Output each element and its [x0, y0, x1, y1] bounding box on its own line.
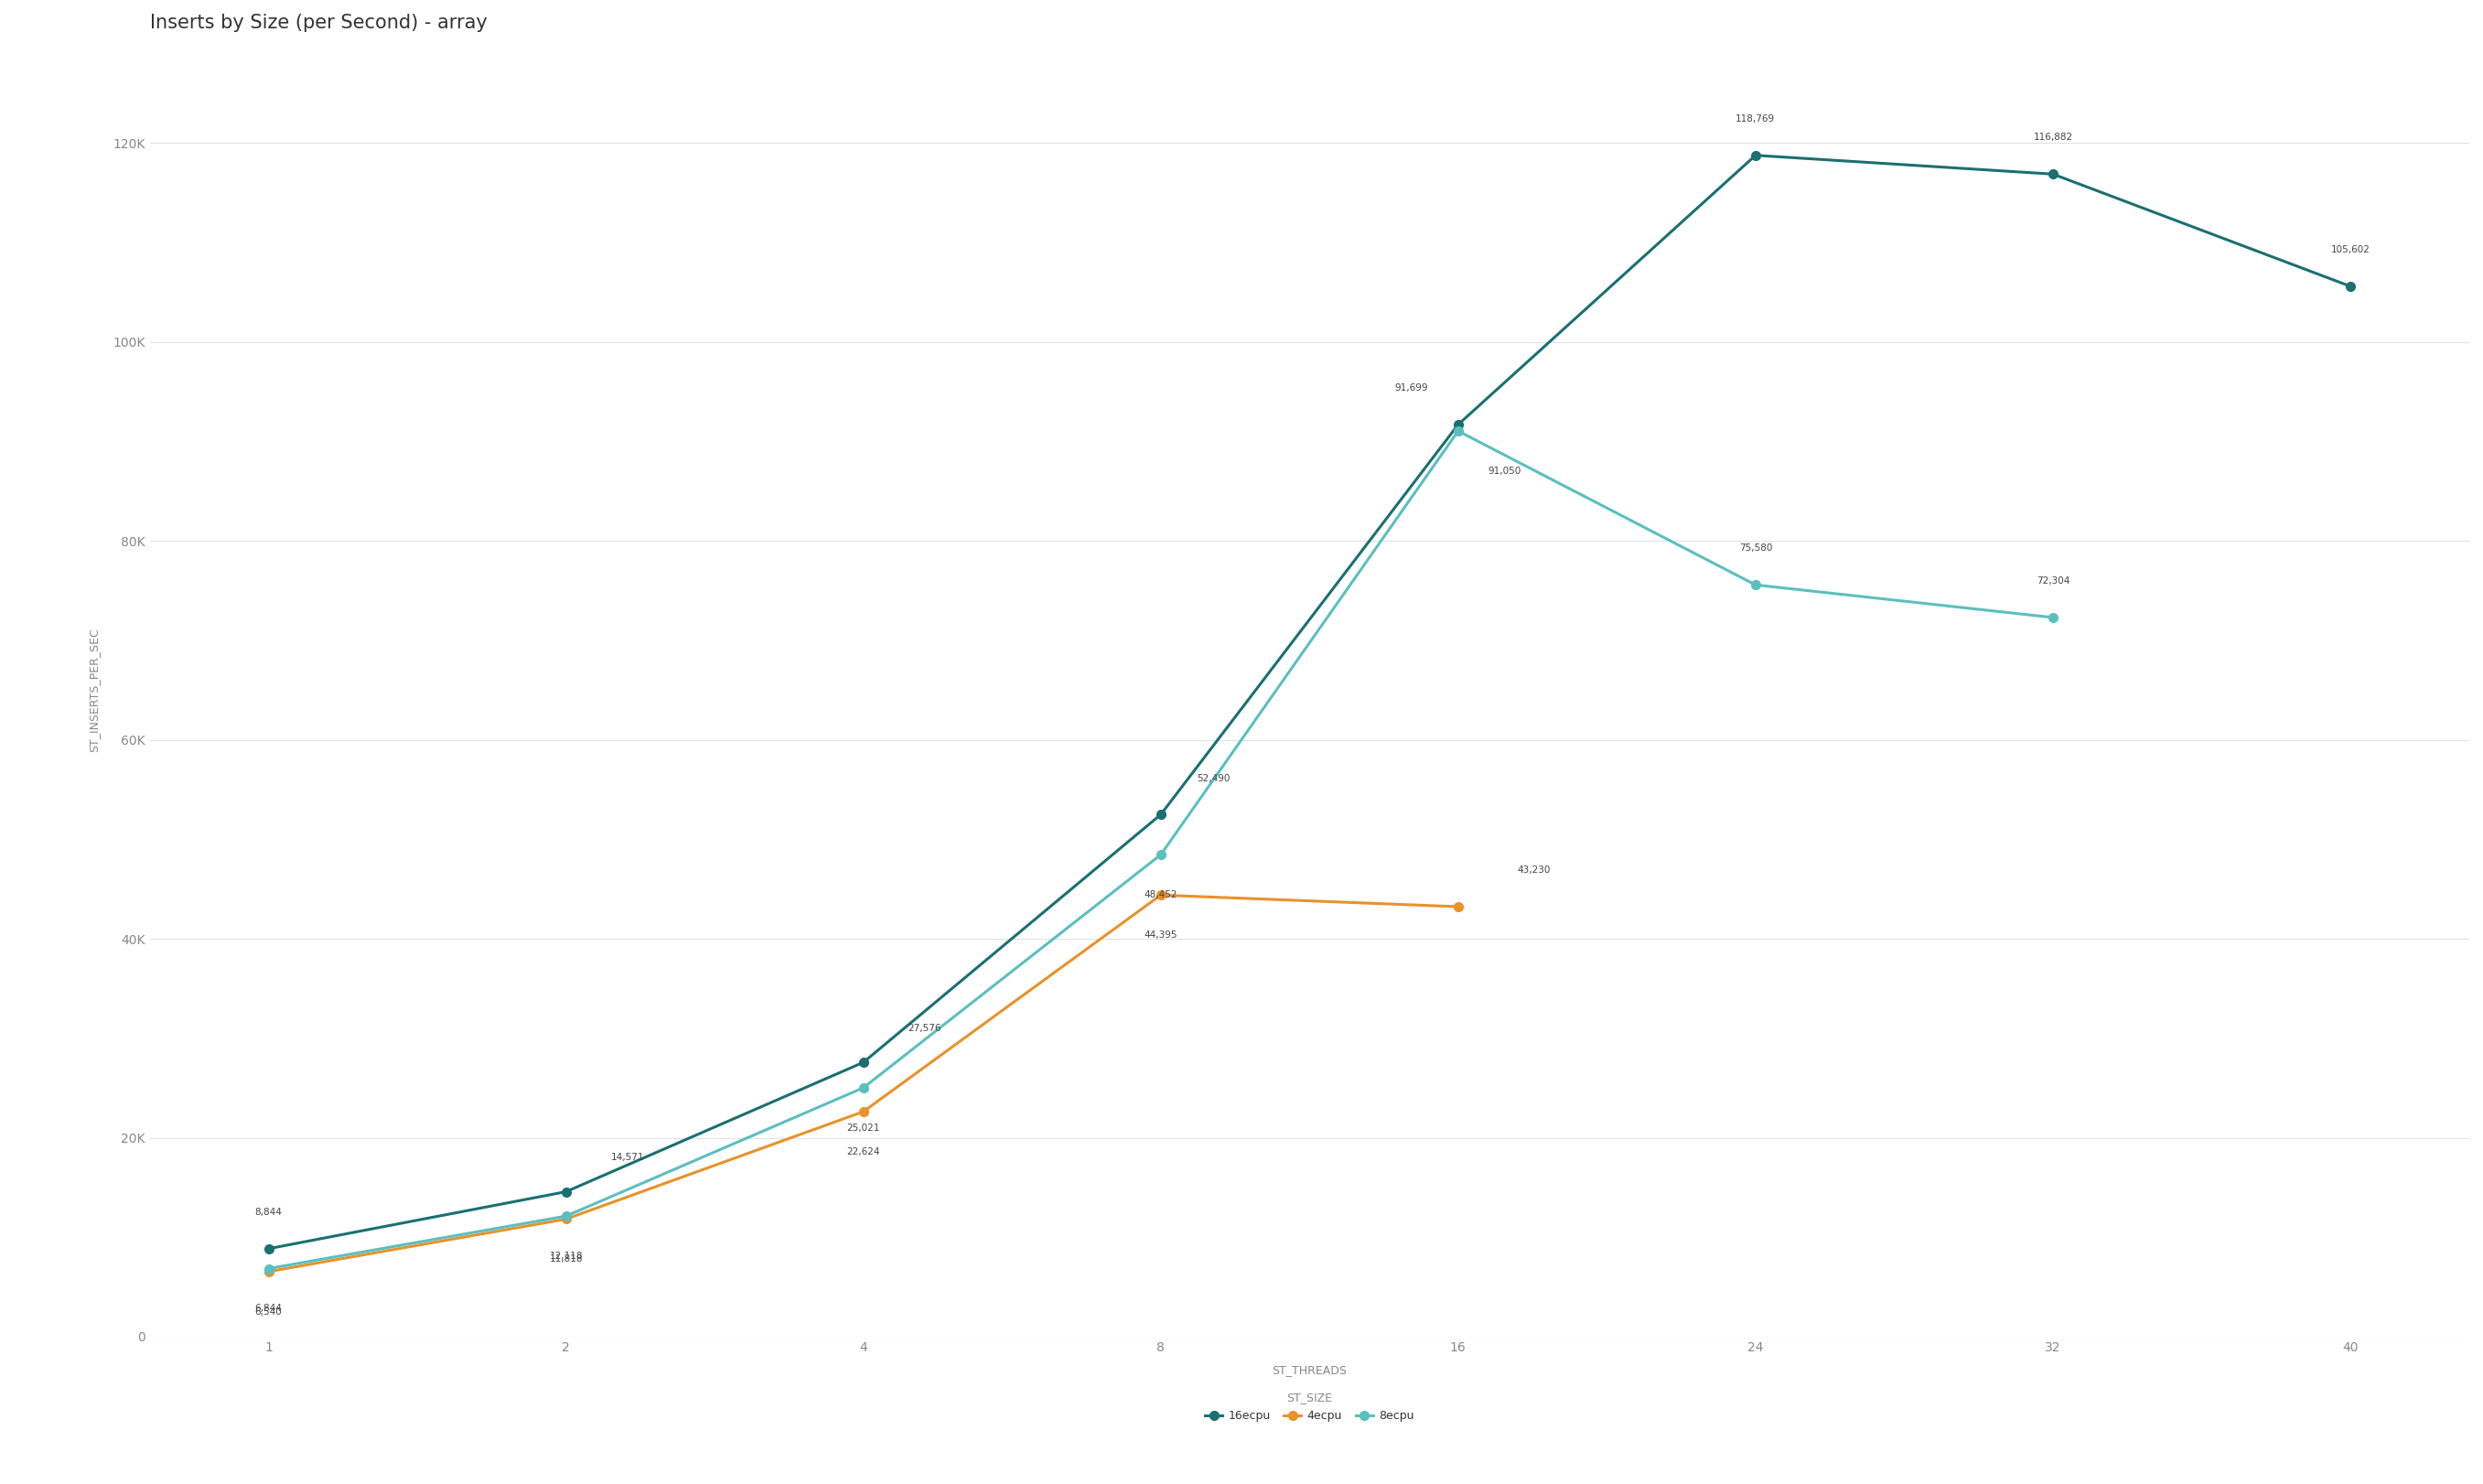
Line: 4ecpu: 4ecpu [263, 890, 1462, 1276]
8ecpu [253, 1260, 283, 1278]
8ecpu [1443, 421, 1472, 439]
16ecpu [1741, 147, 1770, 165]
16ecpu [849, 1054, 879, 1071]
Text: 118,769: 118,769 [1736, 114, 1775, 123]
Line: 16ecpu: 16ecpu [263, 151, 2354, 1252]
16ecpu [2039, 165, 2068, 183]
4ecpu [1443, 898, 1472, 916]
Legend: 16ecpu, 4ecpu, 8ecpu: 16ecpu, 4ecpu, 8ecpu [1204, 1392, 1413, 1422]
16ecpu [1145, 806, 1174, 824]
16ecpu [551, 1183, 581, 1201]
Text: 116,882: 116,882 [2034, 134, 2073, 142]
X-axis label: ST_THREADS: ST_THREADS [1271, 1364, 1346, 1376]
16ecpu [253, 1239, 283, 1257]
Text: 72,304: 72,304 [2036, 576, 2068, 586]
Text: 27,576: 27,576 [909, 1024, 941, 1033]
Y-axis label: ST_INSERTS_PER_SEC: ST_INSERTS_PER_SEC [89, 628, 99, 752]
Text: 14,571: 14,571 [611, 1153, 643, 1162]
16ecpu [2337, 278, 2366, 295]
4ecpu [551, 1209, 581, 1227]
Text: 52,490: 52,490 [1197, 773, 1229, 782]
Text: 48,452: 48,452 [1145, 890, 1177, 899]
Text: 105,602: 105,602 [2332, 245, 2369, 254]
Text: 75,580: 75,580 [1738, 545, 1773, 554]
Text: 8,844: 8,844 [256, 1208, 283, 1217]
Text: 11,818: 11,818 [549, 1254, 584, 1264]
Text: 12,118: 12,118 [549, 1251, 584, 1261]
Line: 8ecpu: 8ecpu [263, 426, 2058, 1273]
4ecpu [1145, 886, 1174, 904]
Text: 91,050: 91,050 [1487, 466, 1522, 476]
8ecpu [1741, 576, 1770, 594]
4ecpu [253, 1263, 283, 1281]
8ecpu [2039, 608, 2068, 626]
Text: 6,540: 6,540 [256, 1307, 283, 1316]
16ecpu [1443, 416, 1472, 433]
Text: 44,395: 44,395 [1145, 930, 1177, 939]
Text: 6,844: 6,844 [256, 1304, 283, 1313]
8ecpu [849, 1079, 879, 1097]
Text: 43,230: 43,230 [1517, 865, 1552, 876]
Text: 91,699: 91,699 [1395, 383, 1428, 393]
8ecpu [1145, 846, 1174, 864]
8ecpu [551, 1206, 581, 1224]
Text: 22,624: 22,624 [847, 1147, 879, 1156]
Text: Inserts by Size (per Second) - array: Inserts by Size (per Second) - array [149, 13, 487, 33]
4ecpu [849, 1103, 879, 1120]
Text: 25,021: 25,021 [847, 1123, 879, 1132]
